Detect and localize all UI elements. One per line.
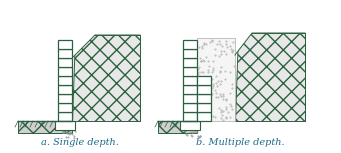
Polygon shape [235, 33, 305, 121]
Polygon shape [72, 35, 140, 121]
Bar [180, 121, 200, 130]
Bar [58, 76, 72, 85]
Bar [58, 103, 72, 112]
Bar [197, 94, 211, 103]
Text: b. Multiple depth.: b. Multiple depth. [196, 138, 284, 147]
Polygon shape [197, 38, 235, 121]
Bar [58, 58, 72, 67]
Bar [58, 112, 72, 121]
Bar [183, 103, 197, 112]
Bar [183, 40, 197, 49]
Polygon shape [158, 121, 197, 133]
Bar [197, 103, 211, 112]
Bar [58, 49, 72, 58]
Bar [183, 58, 197, 67]
Bar [183, 49, 197, 58]
Bar [183, 94, 197, 103]
Polygon shape [72, 35, 95, 58]
Bar [58, 94, 72, 103]
Bar [197, 76, 211, 85]
Polygon shape [235, 33, 252, 55]
Polygon shape [18, 121, 72, 133]
Text: a. Single depth.: a. Single depth. [41, 138, 119, 147]
Bar [55, 121, 75, 130]
Bar [58, 85, 72, 94]
Bar [183, 112, 197, 121]
Bar [183, 76, 197, 85]
Bar [58, 67, 72, 76]
Bar [183, 85, 197, 94]
Bar [58, 40, 72, 49]
Bar [197, 85, 211, 94]
Bar [183, 67, 197, 76]
Bar [197, 112, 211, 121]
